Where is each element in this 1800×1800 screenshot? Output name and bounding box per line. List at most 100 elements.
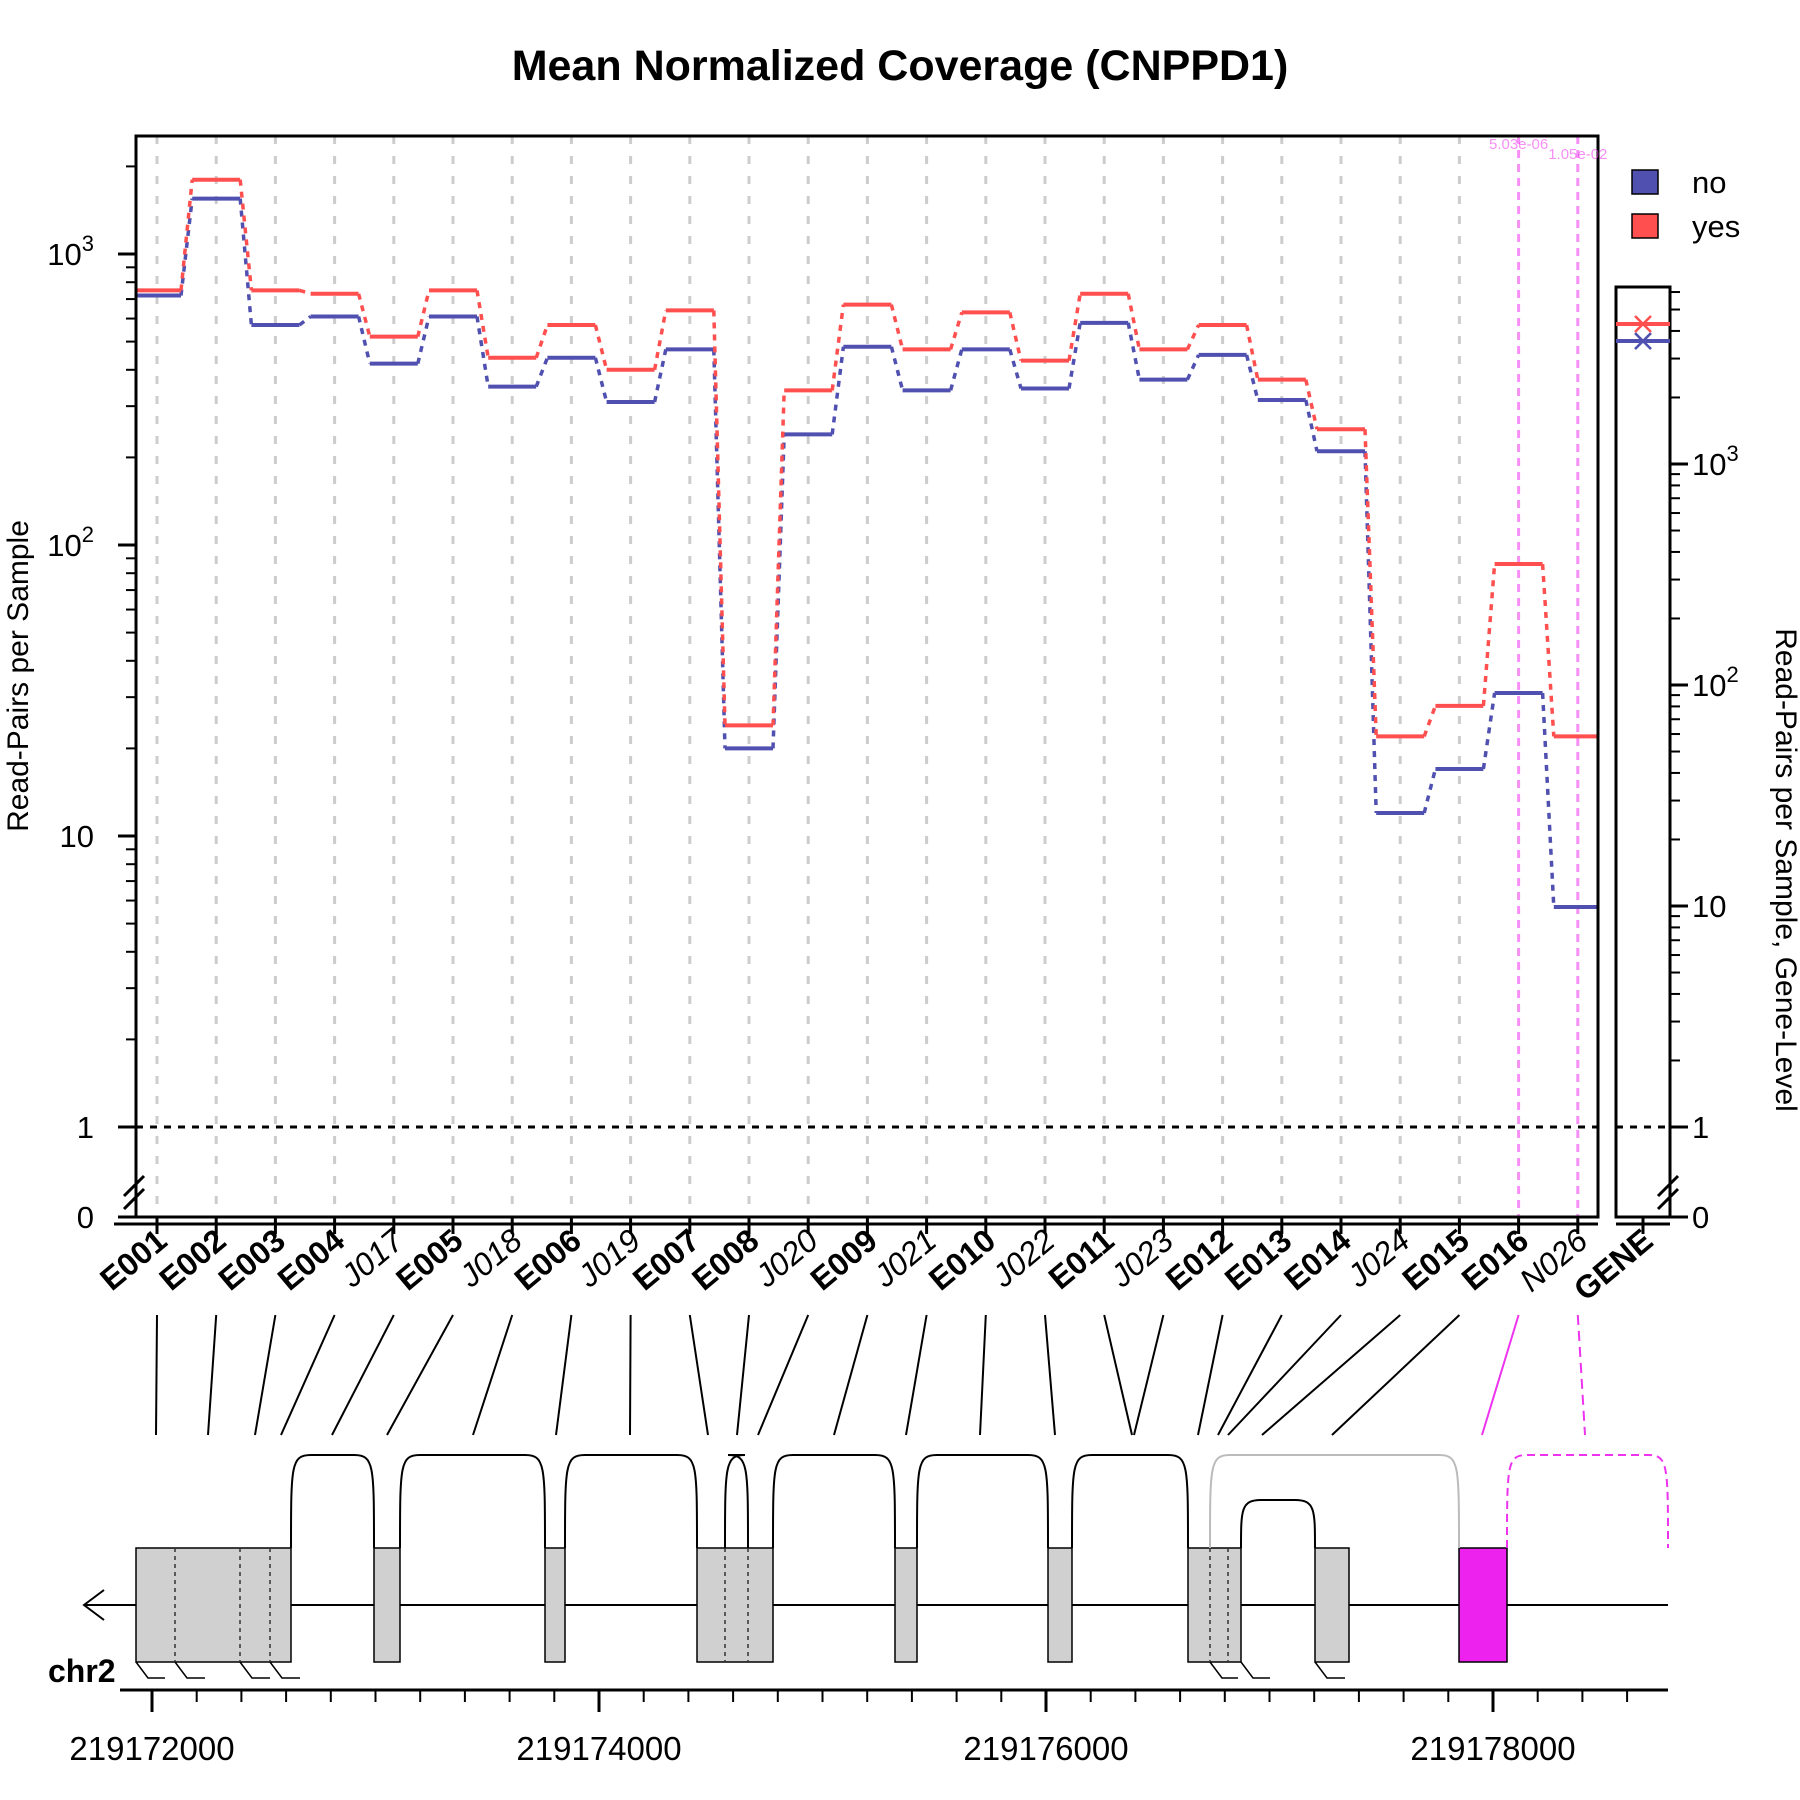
pvalue-labels: 5.03e-061.05e-02 bbox=[1489, 136, 1607, 163]
connector-j024 bbox=[1261, 1314, 1401, 1436]
chart-title: Mean Normalized Coverage (CNPPD1) bbox=[511, 42, 1289, 90]
gene-level-marker-yes bbox=[1634, 315, 1652, 333]
gene-model bbox=[82, 1454, 1669, 1679]
feature-label-e016: E016 bbox=[1455, 1222, 1535, 1298]
connector-n026 bbox=[1576, 1314, 1586, 1436]
gene-level-values bbox=[1616, 315, 1670, 350]
exon-foot-hook bbox=[135, 1661, 165, 1679]
connector-e004 bbox=[280, 1314, 336, 1436]
connector-e006 bbox=[555, 1314, 573, 1436]
exon-block bbox=[1047, 1547, 1073, 1663]
connector-e009 bbox=[833, 1314, 869, 1436]
strand-arrow-icon bbox=[82, 1589, 105, 1621]
exon-block bbox=[696, 1547, 774, 1663]
genome-tick-label: 219176000 bbox=[963, 1730, 1128, 1767]
connector-j018 bbox=[472, 1314, 514, 1436]
connector-j020 bbox=[757, 1314, 810, 1436]
feature-label-j020: J020 bbox=[748, 1222, 825, 1295]
junction-arc-j024 bbox=[1240, 1499, 1316, 1549]
gene-level-frame bbox=[1614, 285, 1672, 1219]
connector-e007 bbox=[688, 1314, 709, 1436]
connector-j019 bbox=[629, 1314, 632, 1436]
genome-tick-label: 219172000 bbox=[69, 1730, 234, 1767]
y-right-tick-label: 0 bbox=[1692, 1200, 1709, 1235]
feature-label-e008: E008 bbox=[685, 1222, 765, 1298]
feature-label-j021: J021 bbox=[866, 1222, 943, 1295]
feature-label-e015: E015 bbox=[1396, 1222, 1476, 1298]
junction-arc-j021 bbox=[772, 1454, 896, 1549]
highlight-lines bbox=[1517, 136, 1580, 1217]
pvalue-e016: 5.03e-06 bbox=[1489, 136, 1548, 153]
connector-j017 bbox=[331, 1314, 395, 1436]
feature-axis: E001E002E003E004J017E005J018E006J019E007… bbox=[93, 1217, 1670, 1308]
y-right-tick-label: 102 bbox=[1692, 662, 1739, 703]
connector-e013 bbox=[1217, 1314, 1283, 1436]
genome-axis: chr2 219172000 219174000 219176000 21917800… bbox=[48, 1653, 1668, 1767]
junction-arc-grey bbox=[1209, 1454, 1460, 1549]
pvalue-n026: 1.05e-02 bbox=[1548, 146, 1607, 163]
connector-e001 bbox=[155, 1314, 158, 1436]
exon-foot-hook bbox=[1209, 1661, 1238, 1679]
connector-e005 bbox=[386, 1314, 454, 1436]
feature-label-e007: E007 bbox=[626, 1222, 706, 1298]
connector-e011 bbox=[1103, 1314, 1133, 1436]
exon-block bbox=[544, 1547, 566, 1663]
genome-tick-label: 219178000 bbox=[1410, 1730, 1575, 1767]
y-tick-label: 102 bbox=[47, 522, 94, 563]
connector-e003 bbox=[254, 1314, 277, 1436]
exon-foot-hook bbox=[174, 1661, 205, 1679]
feature-label-e014: E014 bbox=[1277, 1222, 1358, 1298]
connector-j022 bbox=[1044, 1314, 1056, 1436]
junction-arc-j020 bbox=[724, 1454, 749, 1549]
feature-label-e001: E001 bbox=[93, 1222, 173, 1298]
y-axis-label: Read-Pairs per Sample bbox=[2, 520, 35, 832]
legend-swatch-yes bbox=[1631, 213, 1659, 239]
exon-foot-hook bbox=[239, 1661, 270, 1679]
feature-connectors bbox=[155, 1314, 1586, 1436]
series-connector-yes bbox=[179, 179, 1556, 737]
series-lines bbox=[136, 177, 1598, 910]
y-right-tick-label: 10 bbox=[1692, 889, 1726, 924]
feature-label-j024: J024 bbox=[1340, 1222, 1417, 1295]
chromosome-label: chr2 bbox=[48, 1653, 116, 1689]
y-tick-label: 0 bbox=[77, 1200, 94, 1235]
junction-arc-j019 bbox=[564, 1454, 698, 1549]
connector-e014 bbox=[1227, 1314, 1342, 1436]
legend-swatch-no bbox=[1631, 169, 1659, 195]
y-axis-left: 0 1 10 102 103 bbox=[47, 136, 146, 1235]
feature-label-e003: E003 bbox=[212, 1222, 292, 1298]
junction-arc-j022 bbox=[916, 1454, 1049, 1549]
y-right-tick-label: 103 bbox=[1692, 441, 1739, 482]
y-axis-right: 0 1 10 102 103 bbox=[1656, 291, 1739, 1235]
connector-e002 bbox=[207, 1314, 218, 1436]
y-axis-label-right: Read-Pairs per Sample, Gene-Level bbox=[1769, 628, 1800, 1112]
feature-label-e013: E013 bbox=[1218, 1222, 1298, 1298]
y-axis-break bbox=[122, 1174, 146, 1211]
legend-label-yes: yes bbox=[1692, 209, 1740, 244]
feature-label-e010: E010 bbox=[922, 1222, 1002, 1298]
exon-block-highlight bbox=[1458, 1547, 1508, 1663]
exon-block bbox=[373, 1547, 401, 1663]
exon-foot-hook bbox=[269, 1661, 300, 1679]
feature-label-j018: J018 bbox=[452, 1222, 529, 1295]
feature-label-e004: E004 bbox=[271, 1222, 352, 1298]
feature-label-e011: E011 bbox=[1042, 1222, 1121, 1296]
connector-j021 bbox=[905, 1314, 928, 1436]
feature-label-e005: E005 bbox=[389, 1222, 469, 1298]
junction-arc-n026 bbox=[1506, 1454, 1669, 1549]
genome-tick-label: 219174000 bbox=[516, 1730, 681, 1767]
exon-block bbox=[135, 1547, 292, 1663]
y-tick-label: 10 bbox=[60, 819, 94, 854]
junction-arc-j018 bbox=[399, 1454, 546, 1549]
exon-block bbox=[894, 1547, 918, 1663]
exon-foot-hook bbox=[1240, 1661, 1270, 1679]
y-tick-label: 1 bbox=[77, 1110, 94, 1145]
y-tick-label: 103 bbox=[47, 231, 94, 272]
connector-e008 bbox=[736, 1314, 750, 1436]
feature-label-e002: E002 bbox=[152, 1222, 232, 1298]
junction-arc-j017 bbox=[290, 1454, 375, 1549]
exon-foot-hook bbox=[1314, 1661, 1345, 1679]
connector-e015 bbox=[1331, 1314, 1461, 1436]
connector-e010 bbox=[979, 1314, 987, 1436]
